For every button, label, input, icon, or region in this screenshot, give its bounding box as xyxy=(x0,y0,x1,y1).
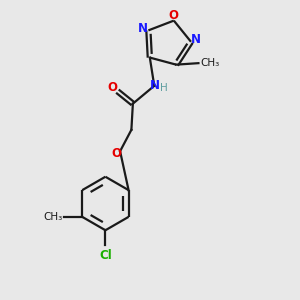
Text: H: H xyxy=(160,83,168,93)
Text: N: N xyxy=(138,22,148,35)
Text: O: O xyxy=(169,9,179,22)
Text: O: O xyxy=(112,147,122,160)
Text: N: N xyxy=(150,79,160,92)
Text: Cl: Cl xyxy=(99,249,112,262)
Text: O: O xyxy=(107,81,117,94)
Text: CH₃: CH₃ xyxy=(200,58,219,68)
Text: CH₃: CH₃ xyxy=(44,212,63,222)
Text: N: N xyxy=(191,33,201,46)
